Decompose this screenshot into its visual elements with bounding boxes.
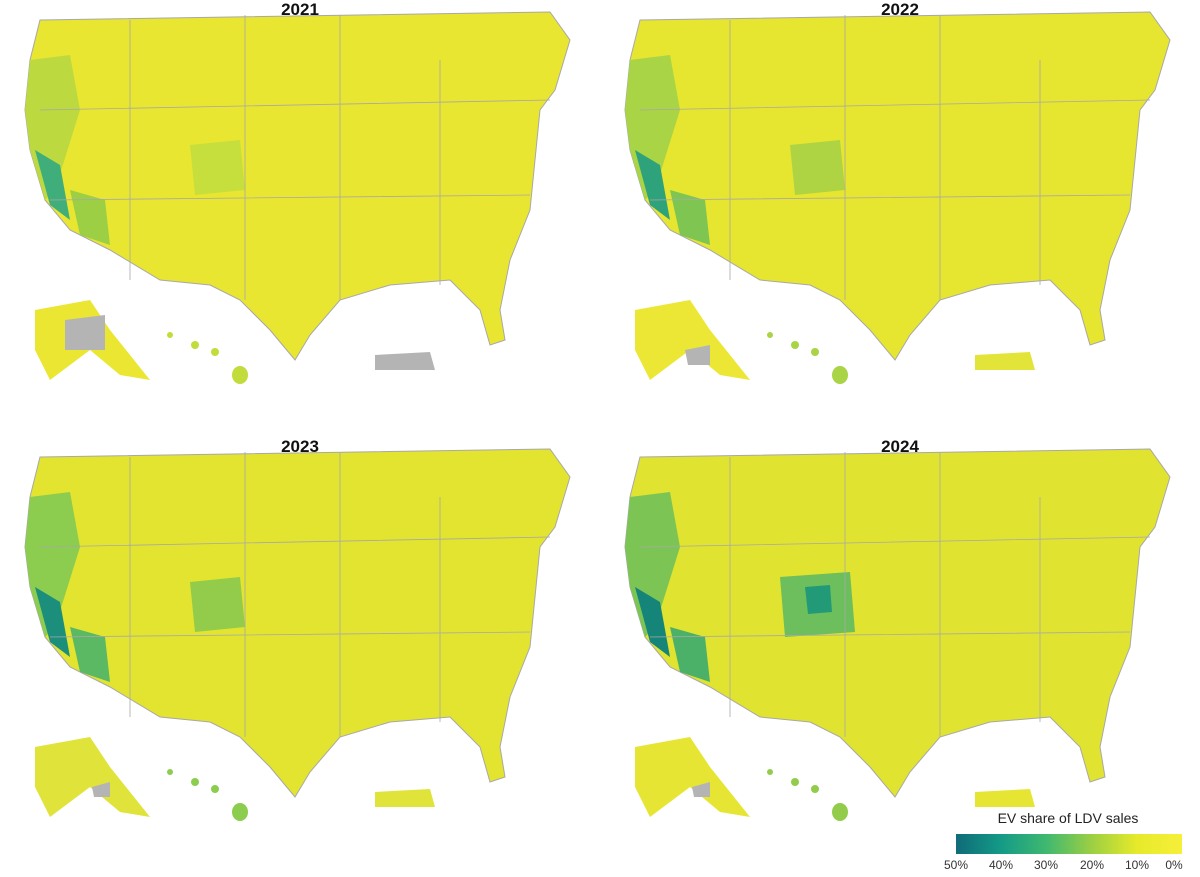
state-borders [39, 452, 551, 737]
state-borders [639, 15, 1151, 300]
puerto-rico [375, 789, 435, 807]
legend-gradient-bar [956, 834, 1182, 854]
panel-year-title: 2023 [281, 437, 319, 456]
map-panel-2024: 2024 [610, 437, 1190, 867]
legend-tick-label: 50% [943, 858, 969, 872]
map-panel-2022: 2022 [610, 0, 1190, 430]
legend-tick-label: 10% [1124, 858, 1150, 872]
panel-year-title: 2021 [281, 0, 319, 19]
us-map-2023 [24, 448, 571, 821]
panel-year-title: 2024 [881, 437, 919, 456]
legend-tick-label: 20% [1079, 858, 1105, 872]
map-panel-2021: 2021 [10, 0, 590, 430]
puerto-rico [975, 352, 1035, 370]
puerto-rico [975, 789, 1035, 807]
alaska [635, 737, 750, 817]
legend-tick-label: 40% [988, 858, 1014, 872]
color-legend: EV share of LDV sales 50% 40% 30% 20% 10… [944, 810, 1188, 872]
hawaii [767, 769, 848, 821]
contiguous-us [24, 448, 571, 798]
state-borders [639, 452, 1151, 737]
us-map-2022 [624, 11, 1171, 384]
contiguous-us [24, 11, 571, 361]
alaska [635, 300, 750, 380]
us-map-2024 [624, 448, 1171, 821]
legend-title: EV share of LDV sales [997, 810, 1139, 826]
contiguous-us [624, 448, 1171, 798]
panel-year-title: 2022 [881, 0, 919, 19]
legend-tick-label: 30% [1033, 858, 1059, 872]
legend-tick-label: 0% [1165, 858, 1183, 872]
hawaii [167, 332, 248, 384]
us-map-2021 [24, 11, 571, 384]
map-panel-2023: 2023 [10, 437, 590, 867]
alaska [35, 300, 150, 380]
alaska [35, 737, 150, 817]
state-borders [39, 15, 551, 300]
hawaii [167, 769, 248, 821]
hawaii [767, 332, 848, 384]
puerto-rico [375, 352, 435, 370]
contiguous-us [624, 11, 1171, 361]
